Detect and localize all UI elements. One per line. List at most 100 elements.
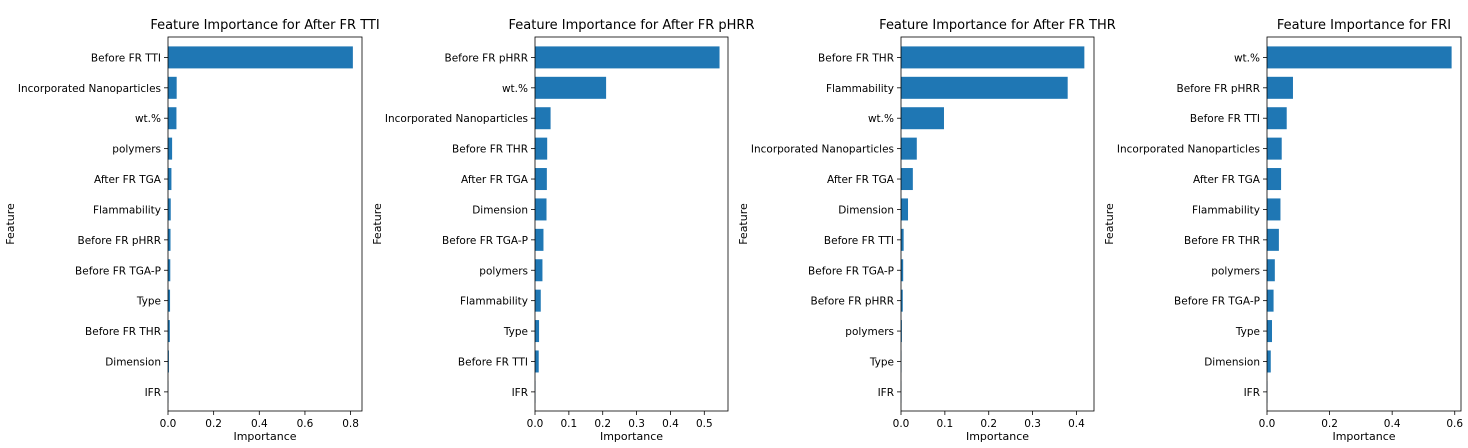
y-tick-label: Type bbox=[503, 326, 528, 338]
bar bbox=[535, 289, 541, 312]
x-tick-label: 0.2 bbox=[594, 418, 611, 430]
y-tick-label: Before FR TGA-P bbox=[442, 235, 528, 247]
x-tick-label: 0.0 bbox=[160, 418, 177, 430]
x-axis-label: Importance bbox=[1332, 430, 1395, 443]
bar bbox=[901, 76, 1068, 99]
y-tick-label: Before FR TGA-P bbox=[808, 265, 894, 277]
bar bbox=[901, 228, 904, 251]
x-tick-label: 0.5 bbox=[696, 418, 713, 430]
y-tick-label: IFR bbox=[1244, 387, 1260, 399]
bar bbox=[1267, 198, 1281, 221]
bar bbox=[901, 168, 913, 191]
y-tick-label: wt.% bbox=[868, 113, 894, 125]
bar bbox=[901, 320, 902, 343]
plot-frame bbox=[900, 36, 1095, 412]
y-tick-label: Dimension bbox=[838, 204, 894, 216]
y-tick-label: Type bbox=[1235, 326, 1260, 338]
y-tick-label: Before FR pHRR bbox=[78, 235, 162, 247]
y-tick-label: IFR bbox=[145, 387, 161, 399]
bar bbox=[168, 350, 169, 373]
x-axis-label: Importance bbox=[600, 430, 663, 443]
bar bbox=[535, 350, 539, 373]
plot-frame bbox=[1266, 36, 1462, 412]
bar bbox=[535, 168, 547, 191]
y-tick-label: IFR bbox=[878, 387, 894, 399]
bar bbox=[1267, 289, 1274, 312]
y-tick-label: Incorporated Nanoparticles bbox=[751, 144, 894, 156]
bar bbox=[535, 76, 607, 99]
y-tick-label: Flammability bbox=[460, 296, 528, 308]
x-tick-label: 0.4 bbox=[1384, 418, 1401, 430]
y-tick-label: Before FR THR bbox=[1184, 235, 1260, 247]
y-tick-label: Before FR TTI bbox=[824, 235, 894, 247]
y-tick-label: Before FR THR bbox=[452, 144, 528, 156]
y-tick-label: Incorporated Nanoparticles bbox=[385, 113, 528, 125]
bar bbox=[901, 198, 909, 221]
y-tick-label: wt.% bbox=[502, 83, 528, 95]
y-tick-label: polymers bbox=[1211, 265, 1260, 277]
bar bbox=[168, 137, 173, 160]
bar bbox=[535, 198, 547, 221]
plot-frame bbox=[534, 36, 729, 412]
y-tick-label: Flammability bbox=[93, 204, 161, 216]
chart-panel-4: Feature Importance for FRI wt.% Before FR … bbox=[1103, 18, 1463, 443]
bar bbox=[168, 76, 177, 99]
x-tick-label: 0.4 bbox=[251, 418, 268, 430]
y-tick-label: Flammability bbox=[1192, 204, 1260, 216]
bar bbox=[168, 228, 171, 251]
chart-title: Feature Importance for After FR TTI bbox=[150, 18, 379, 33]
x-tick-label: 0.0 bbox=[527, 418, 544, 430]
y-axis-label: Feature bbox=[737, 203, 750, 245]
y-tick-label: Before FR THR bbox=[85, 326, 161, 338]
y-tick-label: Before FR TTI bbox=[1190, 113, 1260, 125]
x-tick-label: 0.8 bbox=[342, 418, 359, 430]
bar bbox=[1267, 228, 1279, 251]
x-tick-label: 0.3 bbox=[628, 418, 645, 430]
y-axis-label: Feature bbox=[4, 203, 17, 245]
y-tick-label: polymers bbox=[479, 265, 528, 277]
chart-panel-1: Feature Importance for After FR TTI Befor… bbox=[4, 18, 380, 443]
chart-panel-3: Feature Importance for After FR THR Befor… bbox=[737, 18, 1116, 443]
bar bbox=[535, 46, 720, 69]
y-tick-label: polymers bbox=[112, 144, 161, 156]
x-axis-label: Importance bbox=[966, 430, 1029, 443]
bar bbox=[535, 228, 544, 251]
bar bbox=[1267, 107, 1287, 130]
bar bbox=[535, 107, 551, 130]
y-tick-label: Before FR TTI bbox=[458, 356, 528, 368]
y-tick-label: wt.% bbox=[135, 113, 161, 125]
chart-title: Feature Importance for After FR pHRR bbox=[509, 18, 755, 33]
y-tick-label: IFR bbox=[512, 387, 528, 399]
chart-title: Feature Importance for After FR THR bbox=[879, 18, 1116, 33]
x-tick-label: 0.4 bbox=[662, 418, 679, 430]
x-tick-label: 0.3 bbox=[1024, 418, 1041, 430]
x-tick-label: 0.1 bbox=[937, 418, 954, 430]
bar bbox=[1267, 350, 1271, 373]
bar bbox=[901, 107, 944, 130]
y-tick-label: wt.% bbox=[1234, 52, 1260, 64]
bar bbox=[1267, 259, 1275, 282]
x-tick-label: 0.0 bbox=[1259, 418, 1276, 430]
x-tick-label: 0.0 bbox=[893, 418, 910, 430]
x-tick-label: 0.4 bbox=[1068, 418, 1085, 430]
x-tick-label: 0.2 bbox=[1321, 418, 1338, 430]
bar bbox=[1267, 137, 1282, 160]
y-tick-label: Flammability bbox=[826, 83, 894, 95]
bar bbox=[535, 320, 540, 343]
y-tick-label: Type bbox=[136, 296, 161, 308]
y-tick-label: Dimension bbox=[105, 356, 161, 368]
x-tick-label: 0.6 bbox=[1446, 418, 1463, 430]
y-tick-label: Before FR pHRR bbox=[445, 52, 529, 64]
bar bbox=[901, 289, 903, 312]
bar bbox=[901, 137, 917, 160]
chart-panel-2: Feature Importance for After FR pHRR Befo… bbox=[371, 18, 754, 443]
bar bbox=[1267, 168, 1282, 191]
y-tick-label: After FR TGA bbox=[461, 174, 529, 186]
bar bbox=[1267, 320, 1273, 343]
y-tick-label: Incorporated Nanoparticles bbox=[18, 83, 161, 95]
y-axis-label: Feature bbox=[1103, 203, 1116, 245]
y-tick-label: After FR TGA bbox=[1193, 174, 1261, 186]
y-tick-label: Before FR pHRR bbox=[811, 296, 895, 308]
bar bbox=[901, 46, 1085, 69]
